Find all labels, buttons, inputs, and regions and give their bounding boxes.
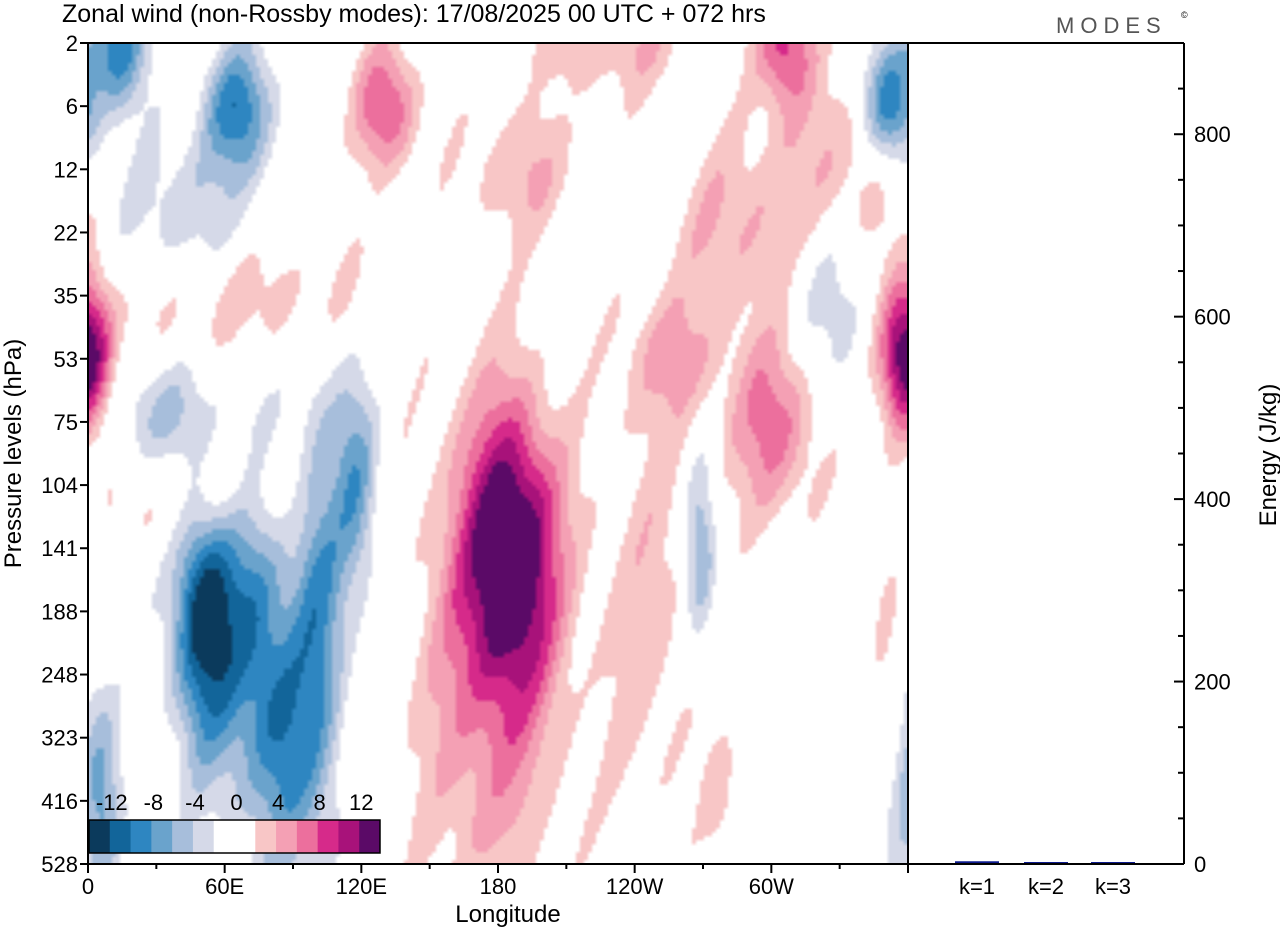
y-tick-label: 12 <box>54 157 78 182</box>
chart-title: Zonal wind (non-Rossby modes): 17/08/202… <box>62 0 766 28</box>
logo-text: MODES <box>1056 13 1167 38</box>
logo-mark: © <box>1181 10 1188 20</box>
colorbar-swatch <box>296 820 319 853</box>
colorbar-swatch <box>338 820 360 853</box>
zonal-wind-field <box>88 43 908 864</box>
energy-tick-label: 400 <box>1194 487 1231 512</box>
colorbar-swatch <box>130 820 152 853</box>
energy-tick-label: 600 <box>1194 305 1231 330</box>
colorbar-label: 12 <box>349 790 373 815</box>
energy-bar-label: k=3 <box>1095 874 1131 899</box>
heatmap-layer <box>88 43 908 864</box>
colorbar-label: -4 <box>185 790 205 815</box>
x-tick-label: 180 <box>480 874 517 899</box>
colorbar-swatch <box>276 820 298 853</box>
energy-axis-label: Energy (J/kg) <box>1255 384 1280 527</box>
colorbar-label: 8 <box>314 790 326 815</box>
y-tick-label: 141 <box>41 536 78 561</box>
x-axis-label: Longitude <box>455 901 560 928</box>
modes-logo: MODES © <box>1056 10 1188 38</box>
colorbar-swatch <box>109 820 132 853</box>
colorbar-label: 0 <box>230 790 242 815</box>
y-axis-label: Pressure levels (hPa) <box>0 339 27 568</box>
energy-bar <box>955 861 999 864</box>
energy-bar-label: k=1 <box>959 874 995 899</box>
y-tick-label: 75 <box>54 410 78 435</box>
colorbar-swatch <box>172 820 194 853</box>
colorbar-swatch <box>234 820 256 853</box>
y-tick-label: 104 <box>41 473 78 498</box>
y-tick-label: 528 <box>41 852 78 877</box>
colorbar: -12 -8 -4 0 4 8 12 <box>88 790 381 854</box>
colorbar-label: -12 <box>96 790 128 815</box>
x-tick-label: 60E <box>205 874 244 899</box>
colorbar-swatch <box>192 820 215 853</box>
y-tick-label: 2 <box>66 31 78 56</box>
energy-tick-label: 200 <box>1194 670 1231 695</box>
y-tick-label: 35 <box>54 284 78 309</box>
colorbar-label: 4 <box>272 790 284 815</box>
colorbar-swatch <box>317 820 339 853</box>
colorbar-swatch <box>89 820 111 853</box>
energy-tick-label: 800 <box>1194 122 1231 147</box>
y-tick-label: 188 <box>41 599 78 624</box>
y-tick-label: 248 <box>41 663 78 688</box>
y-tick-label: 22 <box>54 220 78 245</box>
y-tick-label: 53 <box>54 347 78 372</box>
x-tick-label: 120W <box>606 874 664 899</box>
energy-bar-label: k=2 <box>1028 874 1064 899</box>
y-tick-label: 323 <box>41 726 78 751</box>
y-tick-label: 416 <box>41 789 78 814</box>
colorbar-swatch <box>359 820 381 853</box>
colorbar-swatch <box>151 820 173 853</box>
colorbar-label: -8 <box>144 790 164 815</box>
energy-bars: k=1 k=2 k=3 <box>955 861 1135 899</box>
x-tick-label: 120E <box>336 874 387 899</box>
energy-tick-label: 0 <box>1194 852 1206 877</box>
x-tick-label: 60W <box>749 874 794 899</box>
y-tick-label: 6 <box>66 94 78 119</box>
colorbar-swatch <box>255 820 277 853</box>
x-tick-label: 0 <box>82 874 94 899</box>
colorbar-swatch <box>213 820 235 853</box>
